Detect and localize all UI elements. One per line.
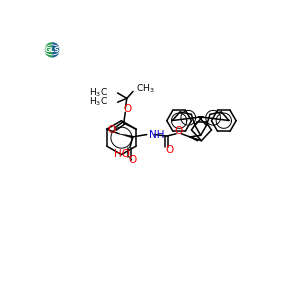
Text: O: O [129, 155, 137, 165]
Wedge shape [44, 42, 52, 58]
Text: H$_3$C: H$_3$C [89, 87, 108, 99]
Text: O: O [165, 145, 173, 155]
Polygon shape [119, 134, 132, 138]
Text: HO: HO [114, 149, 130, 159]
Text: O: O [174, 126, 182, 136]
Wedge shape [52, 42, 60, 58]
Text: GLS: GLS [44, 47, 60, 53]
Text: O: O [124, 104, 132, 114]
Text: O: O [107, 125, 116, 135]
Text: CH$_3$: CH$_3$ [136, 82, 155, 94]
Text: NH: NH [149, 130, 165, 140]
Text: H$_3$C: H$_3$C [89, 96, 108, 109]
